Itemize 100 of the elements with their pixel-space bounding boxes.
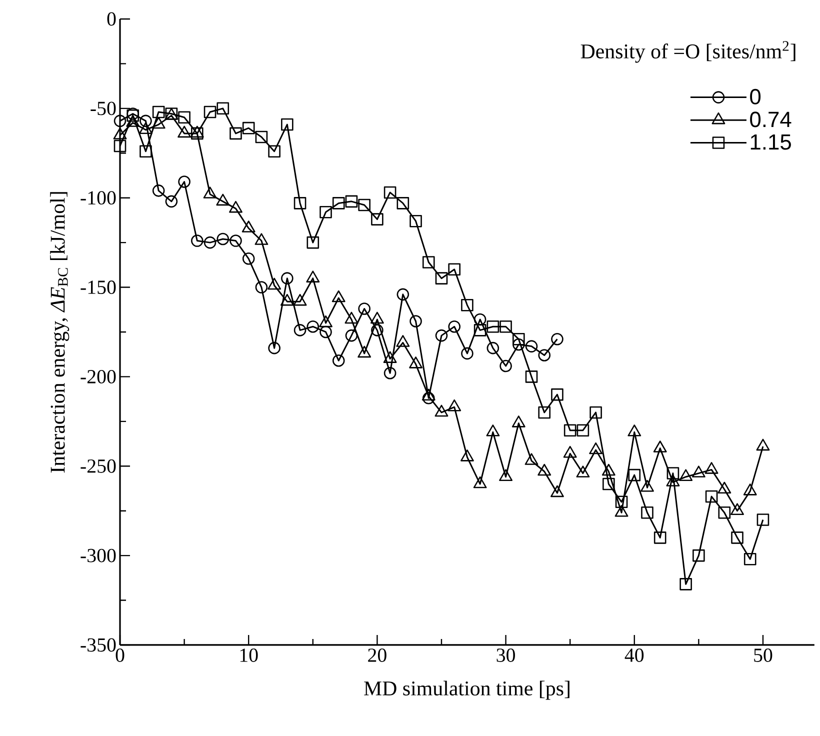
point (422, 388, 436, 401)
point (114, 140, 126, 152)
point (448, 399, 462, 412)
point (255, 281, 268, 294)
point (306, 236, 320, 249)
point (486, 320, 500, 333)
y-tick-label: -350 (80, 638, 116, 652)
point (358, 198, 370, 212)
point (332, 354, 345, 367)
point (242, 122, 255, 134)
point (692, 549, 705, 562)
y-tick-label: -100 (80, 191, 116, 205)
legend-label: 1.15 (750, 134, 791, 150)
point (178, 176, 190, 188)
point (460, 450, 474, 462)
point (448, 320, 460, 333)
point (474, 324, 486, 336)
point (152, 106, 165, 118)
point (306, 320, 320, 333)
legend-label: 0.74 (750, 112, 792, 128)
point (512, 332, 525, 346)
point (294, 197, 306, 210)
point (679, 469, 693, 482)
point (473, 476, 487, 488)
point (602, 478, 615, 490)
point (268, 145, 280, 158)
point (384, 186, 396, 199)
point (319, 315, 332, 328)
point (538, 349, 551, 362)
point (320, 206, 332, 218)
point (666, 474, 680, 486)
point (178, 111, 190, 124)
point (524, 453, 538, 465)
point (550, 485, 564, 498)
point (512, 416, 526, 428)
point (718, 482, 732, 494)
point (216, 232, 230, 246)
x-tick-label: 50 (754, 648, 772, 662)
point (705, 490, 718, 503)
point (525, 340, 538, 352)
point (590, 406, 602, 419)
point (140, 145, 152, 158)
point (370, 312, 384, 324)
point (152, 184, 165, 197)
point (396, 197, 410, 210)
point (204, 106, 216, 118)
point (140, 114, 152, 128)
point (165, 195, 178, 208)
point (358, 346, 372, 358)
y-tick-label: -50 (90, 102, 116, 116)
point (756, 514, 770, 526)
legend-title: Density of =O [sites/nm$^{2}$] (580, 41, 796, 63)
point (268, 342, 280, 354)
point (410, 315, 422, 328)
point (692, 466, 706, 478)
point (191, 234, 204, 247)
y-axis-title: Interaction energy, ΔE$_{BC}$ [kJ/mol] (50, 192, 70, 473)
x-axis-title: MD simulation time [ps] (364, 680, 570, 700)
point (255, 130, 268, 144)
point (628, 468, 641, 482)
x-tick-label: 40 (624, 648, 644, 662)
point (486, 424, 500, 436)
point (680, 578, 692, 590)
point (538, 406, 551, 419)
point (332, 290, 346, 302)
point (654, 532, 666, 544)
point (551, 388, 564, 401)
point (641, 506, 654, 519)
point (486, 342, 500, 354)
x-tick-label: 10 (240, 648, 258, 662)
point (422, 256, 435, 268)
point (576, 424, 590, 437)
point (448, 263, 460, 276)
point (500, 360, 512, 372)
point (718, 506, 731, 519)
point (204, 236, 216, 249)
point (589, 442, 603, 454)
legend-label: 0 (750, 88, 761, 104)
point (358, 302, 370, 315)
point (242, 252, 255, 265)
point (614, 504, 628, 517)
y-tick-label: -300 (80, 548, 116, 562)
point (344, 312, 358, 324)
point (743, 484, 757, 496)
point (293, 294, 307, 306)
point (435, 329, 448, 342)
point (410, 214, 422, 228)
point (371, 213, 384, 226)
point (628, 424, 642, 436)
point (602, 464, 616, 476)
point (281, 272, 294, 284)
point (281, 118, 294, 131)
point (383, 351, 397, 363)
y-tick-label: 0 (107, 12, 116, 26)
point (320, 326, 332, 338)
y-tick-label: -200 (80, 370, 116, 384)
y-tick-label: -250 (80, 459, 116, 473)
point (294, 324, 306, 336)
point (666, 467, 680, 480)
point (704, 462, 718, 474)
